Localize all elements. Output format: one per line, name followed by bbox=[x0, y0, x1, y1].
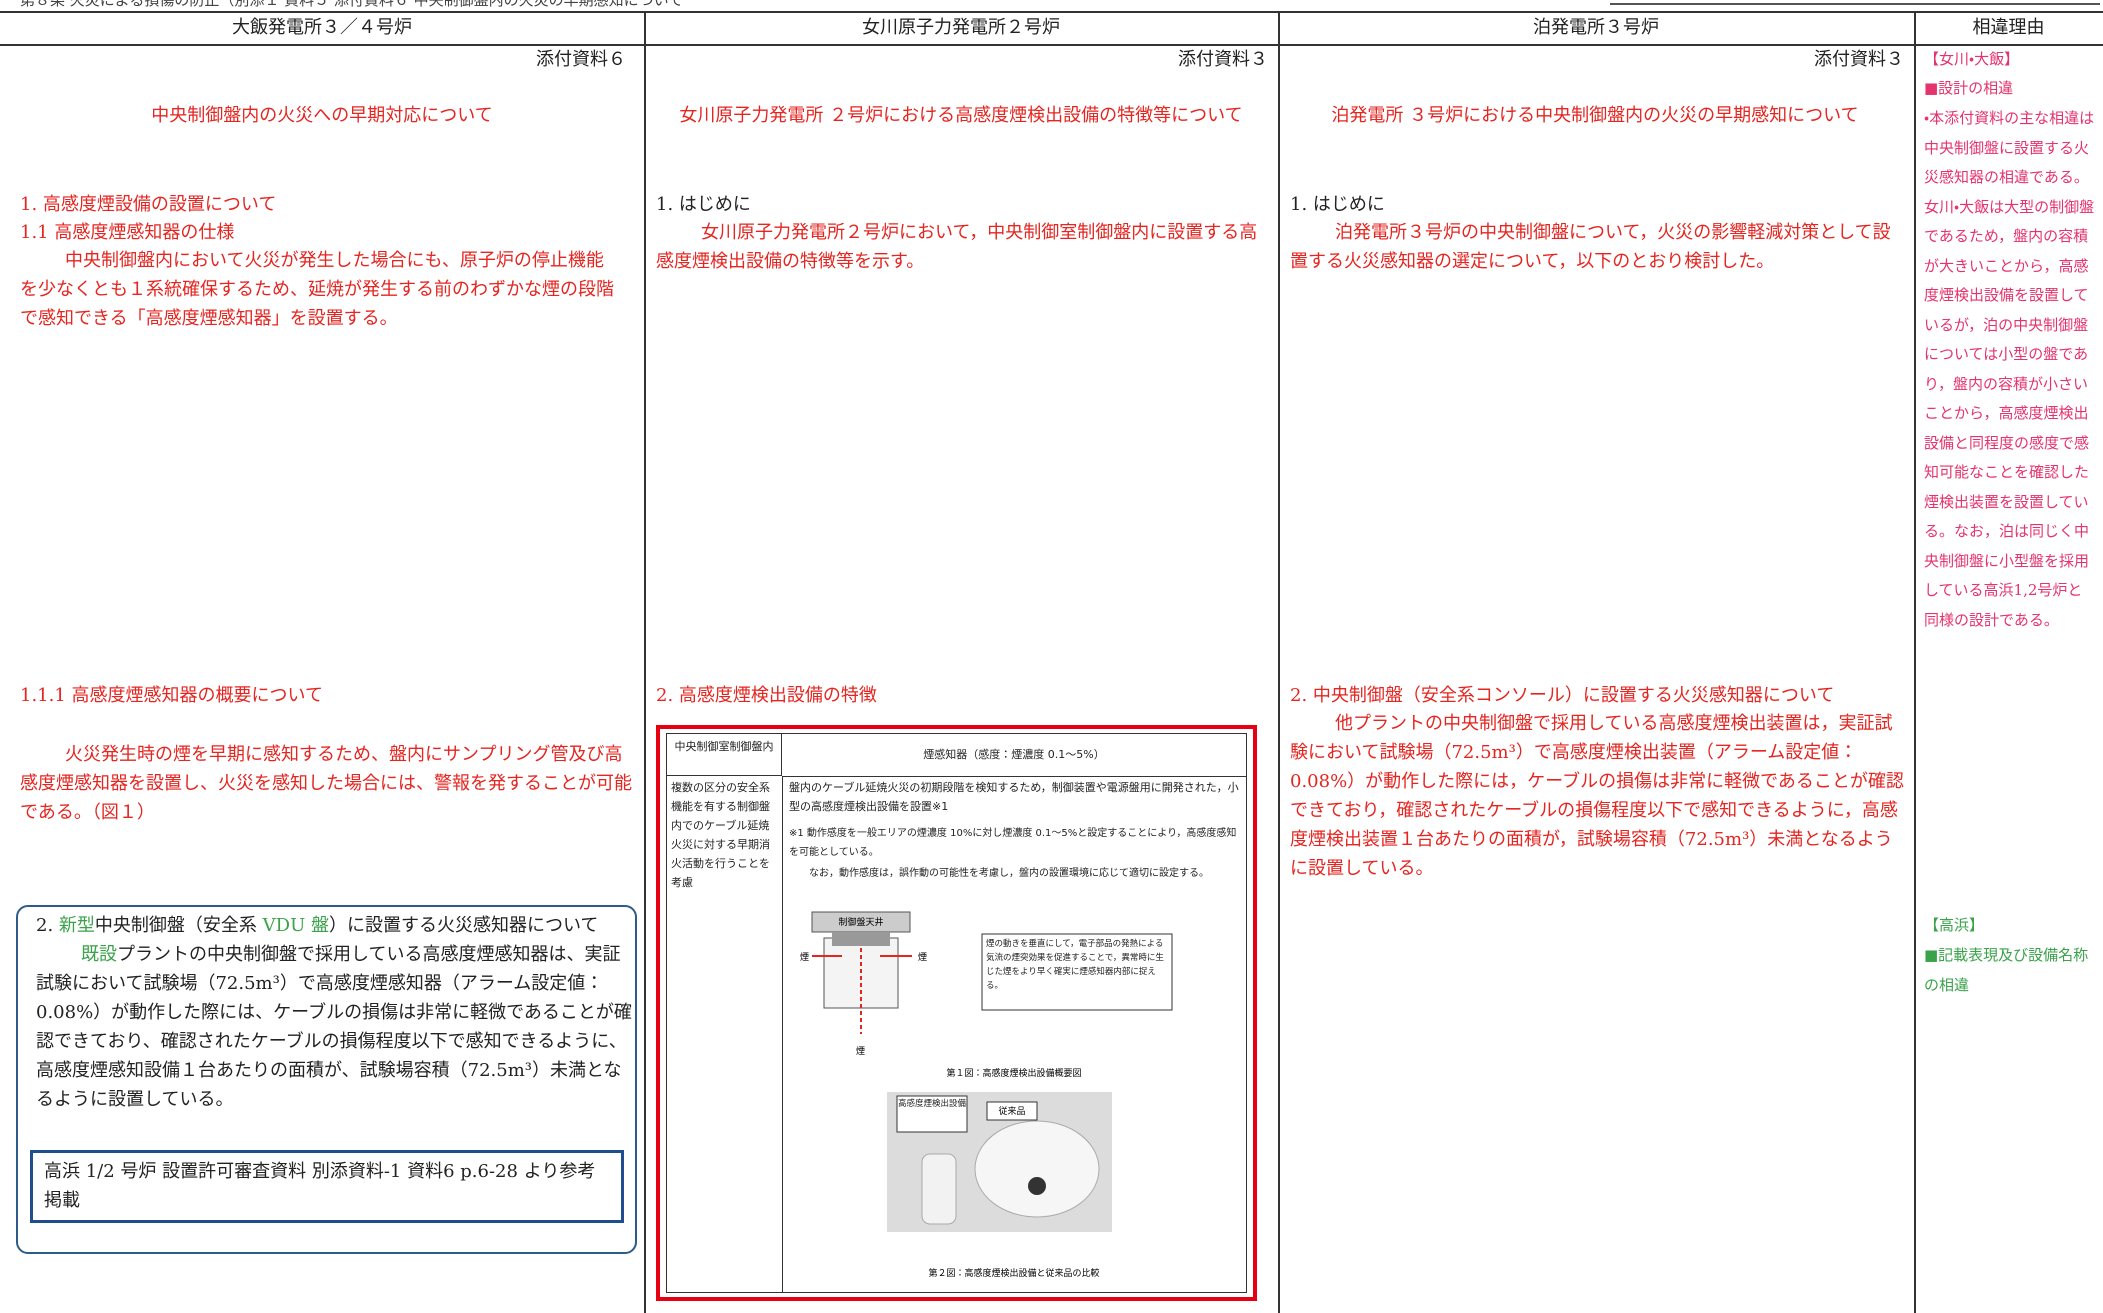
attachment: 添付資料６ bbox=[536, 49, 626, 70]
table-cell: 盤内のケーブル延焼火災の初期段階を検知するため，制御装置や電源盤用に開発された，… bbox=[789, 781, 1239, 813]
column-header: 大飯発電所３／４号炉 bbox=[232, 17, 412, 38]
detector-head bbox=[832, 932, 890, 946]
fig-label: 煙 bbox=[918, 952, 927, 963]
text: プラントの中央制御盤で採用している高感度煙感知器は、実証試験において試験場（72… bbox=[36, 944, 632, 1110]
text: ）に設置する火災感知器について bbox=[328, 915, 599, 936]
table-cell: ※1 動作感度を一般エリアの煙濃度 10%に対し煙濃度 0.1～5%と設定するこ… bbox=[789, 828, 1237, 858]
figures: 制御盤天井 煙 煙 煙 煙の動きを垂直にして，電子部品の発熱による気流の煙突効果… bbox=[800, 911, 1173, 1279]
title: 中央制御盤内の火災への早期対応について bbox=[151, 105, 493, 126]
reference-box bbox=[16, 905, 637, 1254]
fig-label: 従来品 bbox=[998, 1105, 1025, 1117]
feature-table: 中央制御室制御盤内 煙感知器（感度：煙濃度 0.1～5%） 複数の区分の安全系機… bbox=[666, 733, 1247, 1293]
fig-caption: 第１図：高感度煙検出設備概要図 bbox=[946, 1067, 1081, 1079]
reason-tag: 【高浜】 bbox=[1924, 916, 1985, 934]
photo-label-box bbox=[986, 1101, 1038, 1121]
heading: 2. 中央制御盤（安全系コンソール）に設置する火災感知器について bbox=[1290, 685, 1835, 706]
heading: 2. 新型中央制御盤（安全系 VDU 盤）に設置する火災感知器について bbox=[36, 911, 636, 940]
caption: 第８条 火災による損傷の防止（別添１ 資料５ 添付資料６ 中央制御盤内の火災の早… bbox=[20, 0, 684, 9]
paragraph: 中央制御盤内において火災が発生した場合にも、原子炉の停止機能を少なくとも１系統確… bbox=[20, 250, 614, 329]
heading: 1. はじめに bbox=[656, 194, 751, 215]
rule bbox=[1278, 11, 1280, 1313]
paragraph: 他プラントの中央制御盤で採用している高感度煙検出装置は，実証試験において試験場（… bbox=[1290, 713, 1904, 879]
highlight-box bbox=[656, 725, 1257, 1301]
rule bbox=[644, 11, 646, 1313]
attachment: 添付資料３ bbox=[1178, 49, 1268, 70]
column-header: 女川原子力発電所２号炉 bbox=[862, 17, 1060, 38]
paragraph: 火災発生時の煙を早期に感知するため、盤内にサンプリング管及び高感度煙感知器を設置… bbox=[20, 744, 632, 823]
paragraph: 泊発電所３号炉の中央制御盤について，火災の影響軽減対策として設置する火災感知器の… bbox=[1290, 222, 1891, 272]
text: 新型 bbox=[58, 915, 95, 936]
reason-item: ■記載表現及び設備名称の相違 bbox=[1924, 946, 2089, 994]
photo-item bbox=[921, 1153, 957, 1225]
source-box bbox=[30, 1150, 624, 1223]
table-header: 中央制御室制御盤内 bbox=[667, 734, 782, 776]
text: VDU 盤 bbox=[262, 915, 329, 936]
column-header: 相違理由 bbox=[1972, 17, 2045, 38]
fig-label: 煙 bbox=[800, 952, 809, 963]
paragraph: 女川原子力発電所２号炉において，中央制御室制御盤内に設置する高感度煙検出設備の特… bbox=[656, 222, 1258, 272]
text: 2. bbox=[36, 915, 59, 936]
heading: 1. 高感度煙設備の設置について bbox=[20, 194, 277, 215]
heading: 1.1.1 高感度煙感知器の概要について bbox=[20, 685, 323, 706]
attachment: 添付資料３ bbox=[1814, 49, 1904, 70]
photo-item bbox=[974, 1120, 1100, 1218]
heading: 2. 高感度煙検出設備の特徴 bbox=[656, 685, 877, 706]
rule bbox=[0, 11, 2103, 13]
text: 既設 bbox=[81, 944, 117, 965]
paragraph: 既設プラントの中央制御盤で採用している高感度煙感知器は、実証試験において試験場（… bbox=[36, 940, 636, 1114]
fig-note: 煙の動きを垂直にして，電子部品の発熱による気流の煙突効果を促進することで，異常時… bbox=[986, 939, 1164, 991]
table-cell: なお，動作感度は，誤作動の可能性を考慮し，盤内の設置環境に応じて適切に設定する。 bbox=[809, 868, 1209, 879]
source: 高浜 1/2 号炉 設置許可審査資料 別添資料-1 資料6 p.6-28 より参… bbox=[44, 1161, 596, 1211]
rule bbox=[0, 44, 2103, 46]
fig-label: 高感度煙検出設備 bbox=[898, 1099, 966, 1109]
reason-text: ・本添付資料の主な相違は中央制御盤に設置する火災感知器の相違である。女川・大飯は… bbox=[1924, 109, 2095, 629]
fig-label: 煙 bbox=[856, 1046, 865, 1057]
column-header: 泊発電所３号炉 bbox=[1533, 17, 1659, 38]
rule bbox=[1610, 3, 2100, 5]
fig-label: 制御盤天井 bbox=[838, 916, 883, 928]
callout bbox=[981, 933, 1173, 1011]
text: 中央制御盤（安全系 bbox=[94, 915, 263, 936]
reason-tag: 【女川・大飯】 bbox=[1924, 50, 2020, 68]
heading: 1.1 高感度煙感知器の仕様 bbox=[20, 222, 235, 243]
reason-item: ■設計の相違 bbox=[1924, 79, 2014, 97]
fig-caption: 第２図：高感度煙検出設備と従来品の比較 bbox=[928, 1267, 1099, 1279]
photo-label-box bbox=[896, 1095, 968, 1133]
title: 泊発電所 ３号炉における中央制御盤内の火災の早期感知について bbox=[1331, 105, 1859, 126]
table-header: 煙感知器（感度：煙濃度 0.1～5%） bbox=[782, 734, 1246, 777]
rule bbox=[1914, 11, 1916, 1313]
photo-item bbox=[1028, 1177, 1046, 1195]
title: 女川原子力発電所 ２号炉における高感度煙検出設備の特徴等について bbox=[679, 105, 1243, 126]
heading: 1. はじめに bbox=[1290, 194, 1385, 215]
table-cell: 複数の区分の安全系機能を有する制御盤内でのケーブル延焼火災に対する早期消火活動を… bbox=[671, 781, 770, 889]
